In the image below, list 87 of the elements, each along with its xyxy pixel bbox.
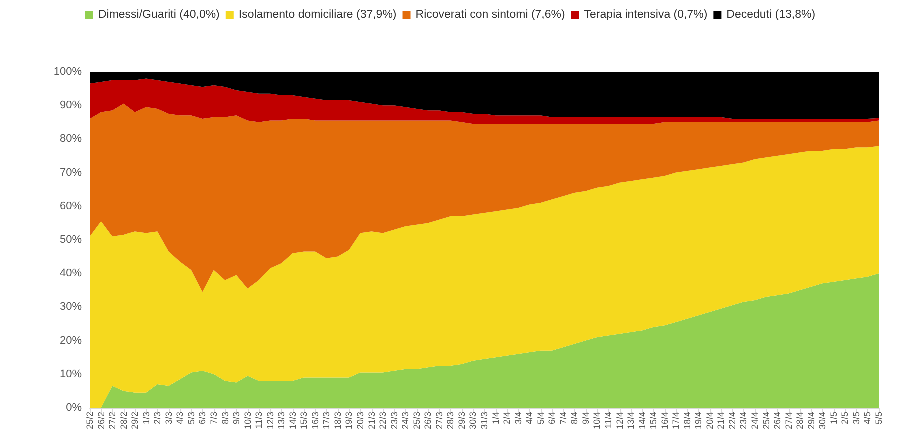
x-tick-label: 28/2 (118, 412, 129, 430)
x-tick-label: 15/3 (299, 412, 310, 430)
x-tick-label: 27/4 (784, 412, 794, 430)
x-tick-label: 10/4 (592, 412, 602, 430)
x-tick-label: 6/3 (198, 412, 208, 425)
x-tick-label: 26/2 (96, 412, 106, 430)
x-tick-label: 16/3 (310, 412, 320, 430)
x-tick-label: 21/3 (366, 412, 377, 430)
x-tick-label: 24/3 (400, 412, 411, 430)
x-tick-label: 8/4 (570, 412, 580, 425)
x-tick-label: 25/2 (85, 412, 95, 430)
x-tick-label: 29/3 (456, 412, 467, 430)
x-tick-label: 29/2 (130, 412, 140, 430)
x-tick-label: 25/3 (412, 412, 422, 430)
x-tick-label: 26/3 (423, 412, 434, 430)
x-tick-label: 2/4 (502, 412, 512, 425)
x-tick-label: 4/3 (175, 412, 186, 425)
x-tick-label: 15/4 (648, 412, 659, 430)
y-tick-label: 90% (60, 100, 82, 112)
y-tick-label: 20% (60, 334, 82, 347)
x-tick-label: 3/4 (513, 412, 524, 425)
x-tick-label: 25/4 (761, 412, 772, 430)
x-tick-label: 26/4 (772, 412, 783, 430)
x-tick-label: 1/4 (490, 412, 501, 425)
x-tick-label: 9/3 (232, 412, 242, 425)
x-tick-label: 17/3 (322, 412, 332, 430)
x-tick-label: 1/3 (141, 412, 152, 425)
x-tick-label: 22/4 (727, 412, 738, 430)
x-tick-label: 28/3 (446, 412, 456, 430)
x-tick-label: 7/4 (558, 412, 568, 425)
y-tick-label: 60% (60, 200, 82, 212)
x-tick-label: 22/3 (378, 412, 388, 430)
x-tick-label: 4/5 (862, 412, 873, 425)
x-tick-label: 10/3 (242, 412, 253, 430)
x-tick-label: 30/4 (818, 412, 828, 430)
x-tick-label: 18/3 (332, 412, 343, 430)
y-tick-label: 100% (54, 66, 82, 78)
legend-label: Dimessi/Guariti (40,0%) (98, 9, 220, 21)
legend-label: Deceduti (13,8%) (726, 9, 816, 21)
x-tick-label: 13/4 (626, 412, 636, 430)
x-tick-label: 6/4 (547, 412, 558, 425)
x-tick-label: 28/4 (795, 412, 806, 430)
x-tick-label: 3/5 (851, 412, 862, 425)
x-tick-label: 21/4 (716, 412, 726, 430)
y-tick-label: 30% (60, 301, 82, 314)
y-tick-label: 10% (60, 368, 82, 380)
x-tick-label: 2/5 (840, 412, 850, 425)
legend-label: Terapia intensiva (0,7%) (584, 9, 708, 21)
x-tick-label: 1/5 (828, 412, 839, 425)
x-tick-label: 5/5 (874, 412, 884, 425)
x-tick-label: 2/3 (152, 412, 163, 425)
x-tick-label: 30/3 (468, 412, 478, 430)
x-tick-label: 14/3 (288, 412, 298, 430)
x-tick-label: 12/4 (614, 412, 625, 430)
legend-label: Isolamento domiciliare (37,9%) (238, 9, 397, 21)
x-tick-label: 5/3 (186, 412, 196, 425)
x-tick-label: 4/4 (524, 412, 535, 425)
x-tick-label: 3/3 (164, 412, 174, 425)
x-tick-label: 29/4 (806, 412, 816, 430)
x-tick-label: 27/3 (434, 412, 444, 430)
y-tick-label: 40% (60, 268, 82, 280)
x-tick-label: 7/3 (208, 412, 219, 425)
x-tick-label: 12/3 (265, 412, 276, 430)
y-tick-label: 50% (60, 234, 82, 246)
x-tick-label: 27/2 (108, 412, 118, 430)
x-tick-label: 18/4 (682, 412, 692, 430)
x-tick-label: 31/3 (480, 412, 490, 430)
x-tick-label: 19/4 (694, 412, 704, 430)
y-tick-label: 80% (60, 133, 82, 146)
x-tick-label: 11/4 (603, 412, 614, 429)
y-tick-label: 0% (66, 402, 82, 414)
x-tick-label: 23/4 (738, 412, 749, 430)
x-tick-label: 11/3 (254, 412, 264, 429)
x-tick-label: 17/4 (671, 412, 682, 430)
y-tick-label: 70% (60, 166, 82, 179)
x-tick-label: 20/3 (356, 412, 366, 430)
x-tick-label: 24/4 (750, 412, 760, 430)
x-tick-label: 20/4 (704, 412, 715, 430)
x-tick-label: 5/4 (536, 412, 546, 425)
x-tick-label: 8/3 (220, 412, 230, 425)
x-tick-label: 16/4 (660, 412, 670, 430)
x-tick-label: 14/4 (637, 412, 648, 430)
x-tick-label: 19/3 (344, 412, 354, 430)
x-tick-label: 23/3 (389, 412, 400, 430)
x-tick-label: 9/4 (580, 412, 591, 425)
legend-label: Ricoverati con sintomi (7,6%) (416, 9, 566, 21)
x-tick-label: 13/3 (276, 412, 287, 430)
